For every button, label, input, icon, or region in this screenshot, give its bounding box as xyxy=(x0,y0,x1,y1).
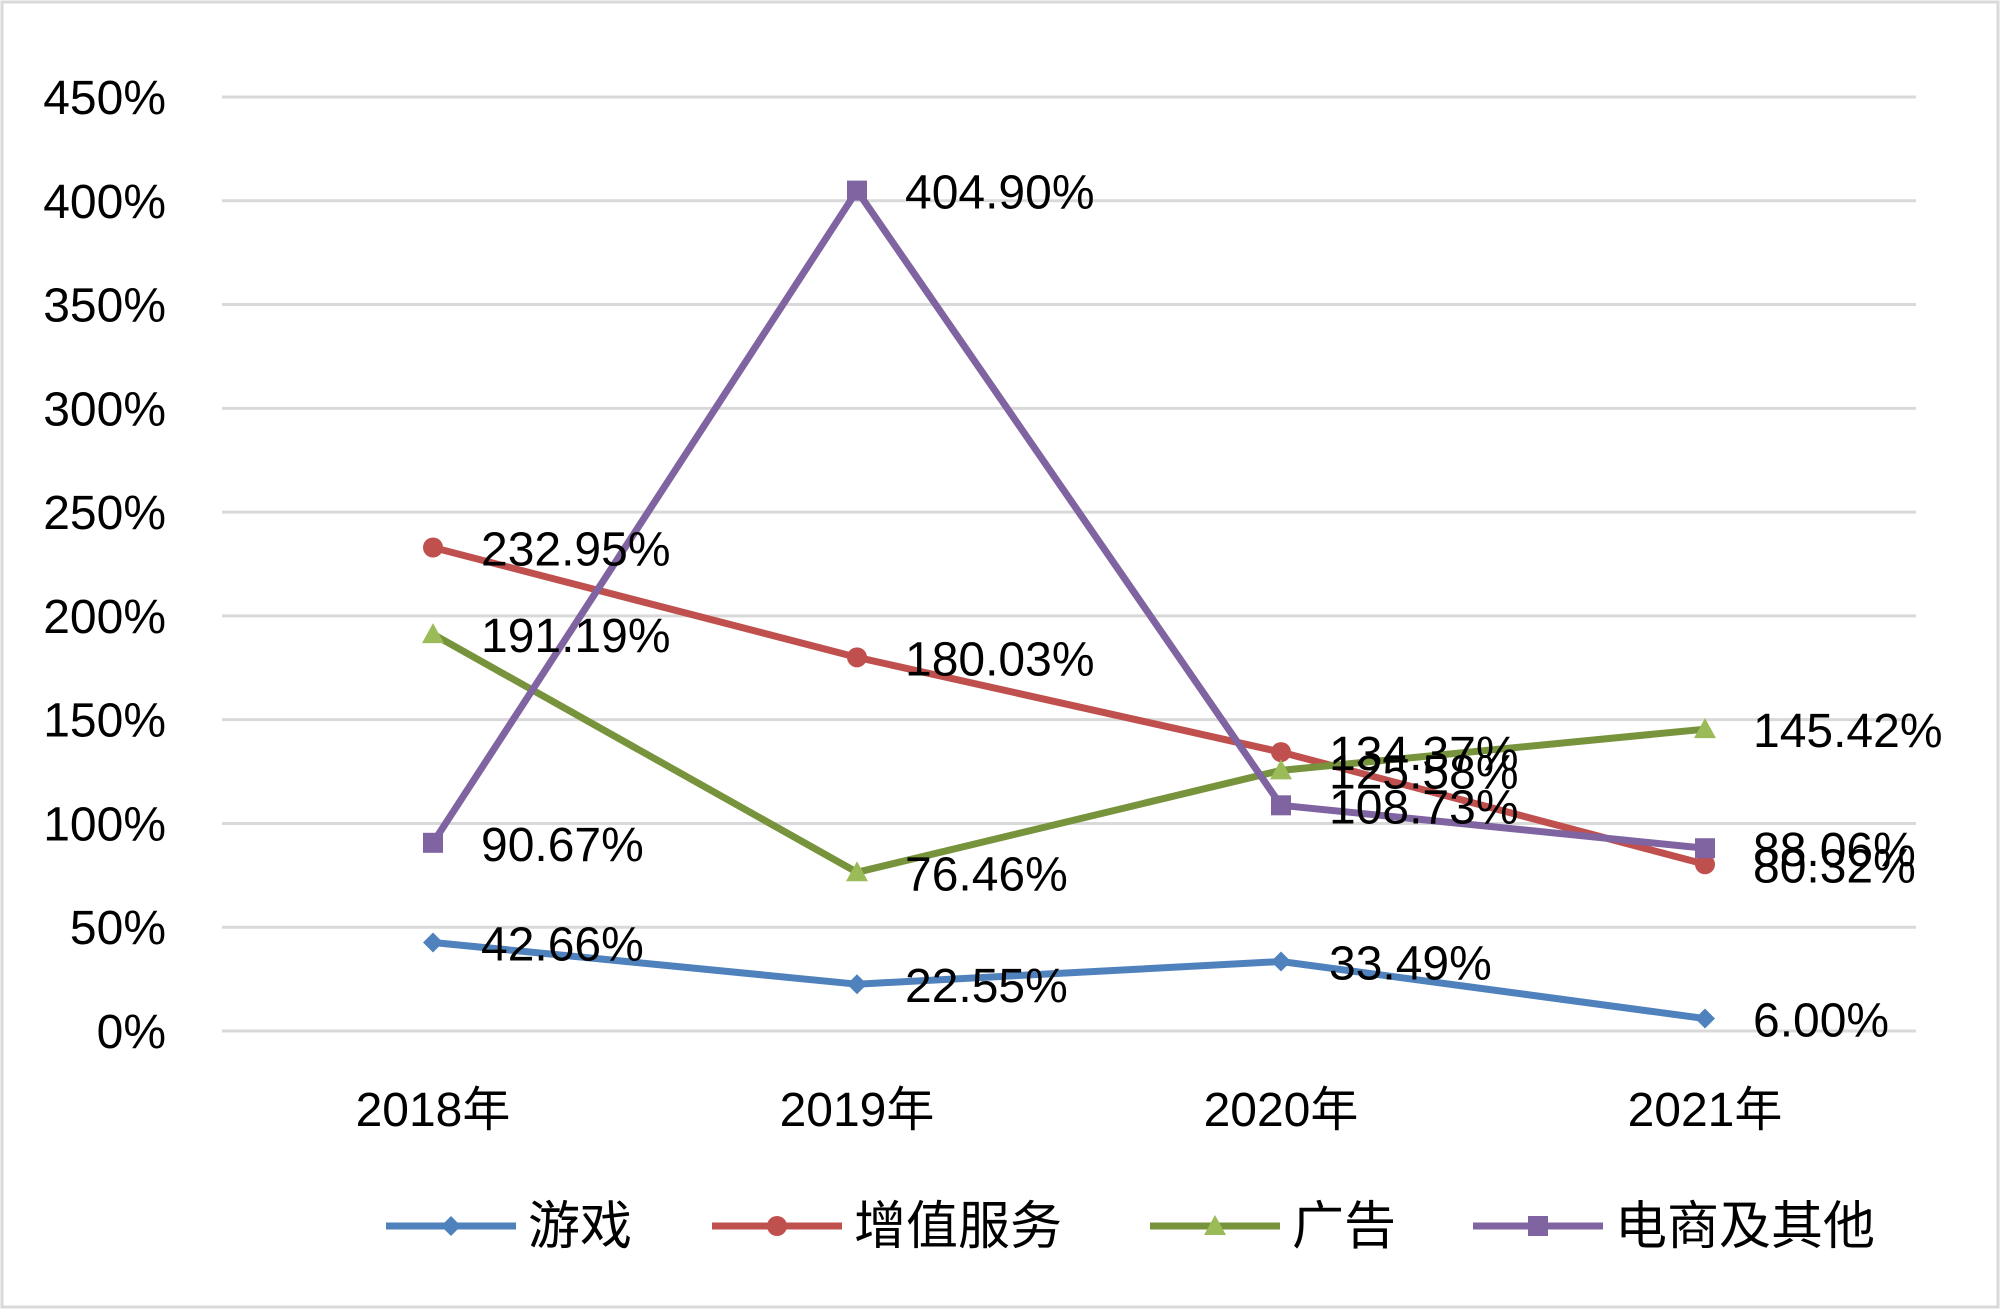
data-point-marker xyxy=(423,932,443,953)
y-tick-label: 350% xyxy=(43,280,166,333)
data-label: 125.58% xyxy=(1329,746,1519,799)
y-axis-ticks: 0% 50% 100% 150% 200% 250% 300% 350% 400% 450% xyxy=(43,72,166,1059)
y-tick-label: 250% xyxy=(43,487,166,540)
data-point-marker xyxy=(1271,951,1291,972)
series-3 xyxy=(423,180,1715,859)
series-1 xyxy=(423,537,1715,875)
legend-label: 电商及其他 xyxy=(1615,1197,1875,1257)
x-tick-label: 2021年 xyxy=(1628,1084,1783,1137)
legend-item: 电商及其他 xyxy=(1473,1197,1875,1257)
legend-item: 广告 xyxy=(1150,1197,1396,1257)
y-tick-label: 300% xyxy=(43,383,166,436)
legend-marker xyxy=(441,1216,461,1236)
data-point-marker xyxy=(1695,1008,1715,1029)
legend-marker xyxy=(1528,1216,1548,1236)
legend-label: 广告 xyxy=(1292,1197,1396,1257)
data-label: 90.67% xyxy=(481,819,644,872)
data-point-marker xyxy=(847,180,867,201)
data-label: 108.73% xyxy=(1329,781,1519,834)
series-line xyxy=(432,938,1706,1023)
data-point-marker xyxy=(1271,795,1291,816)
data-label: 6.00% xyxy=(1753,995,1889,1048)
data-point-marker xyxy=(1271,742,1291,763)
x-tick-label: 2018年 xyxy=(356,1084,511,1137)
y-tick-label: 100% xyxy=(43,798,166,851)
data-label: 404.90% xyxy=(905,167,1095,220)
data-label: 33.49% xyxy=(1329,937,1492,990)
series-line xyxy=(431,631,1706,876)
legend-item: 增值服务 xyxy=(712,1197,1062,1257)
data-label: 145.42% xyxy=(1753,705,1943,758)
data-label: 88.06% xyxy=(1753,824,1916,877)
data-label: 232.95% xyxy=(481,523,671,576)
series-0 xyxy=(423,932,1715,1029)
y-tick-label: 200% xyxy=(43,591,166,644)
data-point-marker xyxy=(423,832,443,853)
data-label: 180.03% xyxy=(905,633,1095,686)
series-line xyxy=(432,544,1706,868)
y-tick-label: 400% xyxy=(43,176,166,229)
y-tick-label: 150% xyxy=(43,695,166,748)
legend-label: 游戏 xyxy=(528,1197,632,1257)
y-tick-label: 50% xyxy=(70,902,166,955)
data-point-marker xyxy=(1695,854,1715,875)
data-point-marker xyxy=(847,974,867,995)
x-tick-label: 2019年 xyxy=(780,1084,935,1137)
data-point-marker xyxy=(422,623,444,644)
data-labels: 42.66% 22.55% 33.49% 6.00% 232.95% 180.03% 134… xyxy=(481,167,1943,1048)
series-2 xyxy=(422,623,1716,882)
series-lines xyxy=(422,180,1716,1029)
x-tick-label: 2020年 xyxy=(1204,1084,1359,1137)
series-line xyxy=(430,187,1706,852)
legend-marker xyxy=(767,1216,787,1236)
legend-item: 游戏 xyxy=(386,1197,632,1257)
data-label: 134.37% xyxy=(1329,728,1519,781)
y-tick-label: 450% xyxy=(43,72,166,125)
data-point-marker xyxy=(1270,759,1292,780)
data-point-marker xyxy=(423,537,443,558)
data-point-marker xyxy=(1695,838,1715,859)
data-point-marker xyxy=(847,647,867,668)
data-label: 76.46% xyxy=(905,848,1068,901)
legend: 游戏 增值服务 广告 电商及其他 xyxy=(386,1197,1875,1257)
data-label: 191.19% xyxy=(481,610,671,663)
data-point-marker xyxy=(1694,718,1716,739)
legend-label: 增值服务 xyxy=(854,1197,1062,1257)
data-label: 42.66% xyxy=(481,918,644,971)
gridlines xyxy=(222,95,1916,1033)
y-tick-label: 0% xyxy=(97,1006,166,1059)
legend-marker xyxy=(1204,1215,1226,1235)
data-label: 22.55% xyxy=(905,960,1068,1013)
x-axis-ticks: 2018年 2019年 2020年 2021年 xyxy=(356,1084,1783,1137)
data-point-marker xyxy=(846,861,868,882)
data-label: 80.32% xyxy=(1753,840,1916,893)
